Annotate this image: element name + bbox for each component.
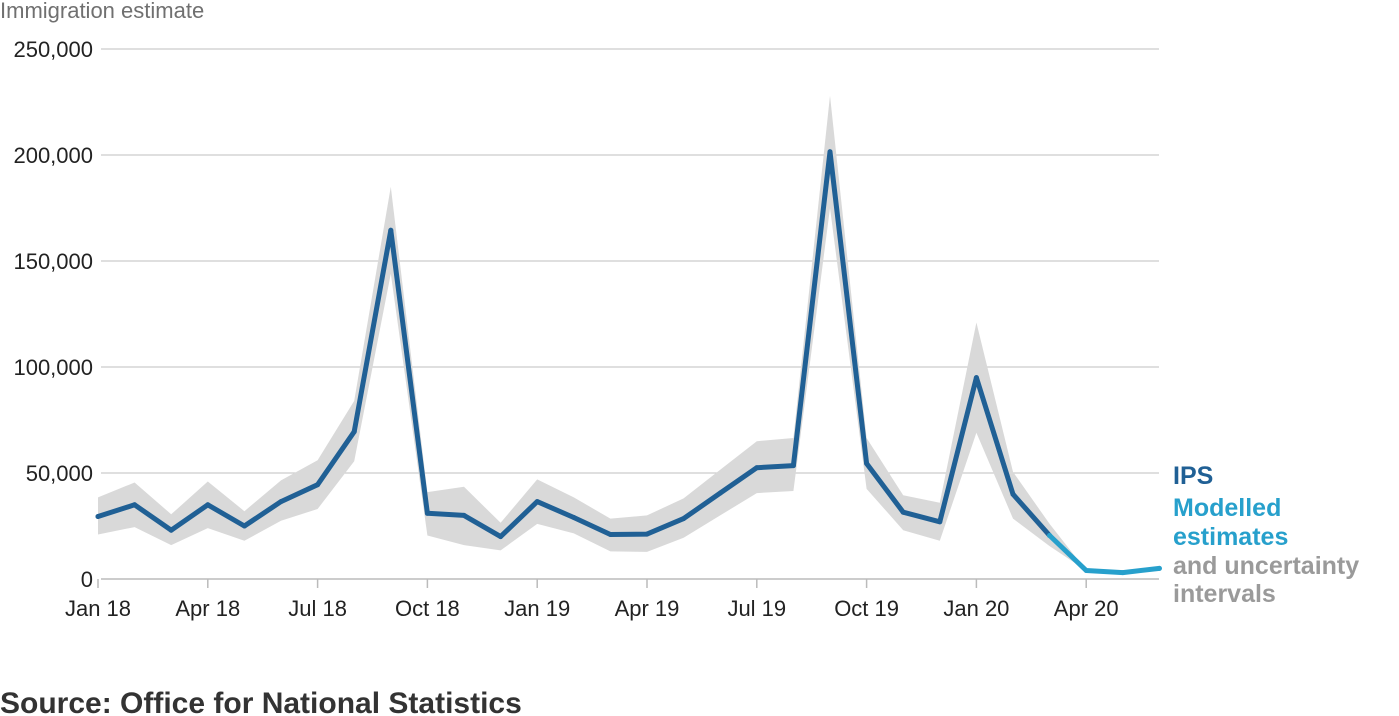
modelled-data-point bbox=[1047, 533, 1053, 538]
ips-data-point bbox=[973, 375, 979, 381]
ips-data-point bbox=[937, 519, 943, 525]
ips-data-point bbox=[1010, 491, 1016, 497]
ips-data-point bbox=[644, 531, 650, 537]
x-tick-label: Jan 18 bbox=[65, 596, 131, 621]
ips-data-point bbox=[388, 227, 394, 233]
modelled-data-point bbox=[1120, 570, 1126, 576]
ips-data-point bbox=[900, 509, 906, 515]
ips-data-point bbox=[168, 527, 174, 533]
ips-data-point bbox=[424, 510, 430, 516]
ips-data-point bbox=[351, 429, 357, 435]
ips-data-point bbox=[827, 149, 833, 155]
ips-data-point bbox=[132, 502, 138, 508]
y-tick-labels: 0 50,000 100,000 150,000 200,000 250,000 bbox=[13, 37, 93, 592]
ips-data-point bbox=[278, 499, 284, 505]
ips-series-line bbox=[95, 149, 1053, 540]
x-tick-label: Apr 19 bbox=[615, 596, 680, 621]
legend: IPS Modelled estimates and uncertainty i… bbox=[1173, 462, 1359, 608]
x-tick-label: Apr 18 bbox=[175, 596, 240, 621]
ips-data-point bbox=[790, 463, 796, 469]
x-tick-label: Oct 19 bbox=[834, 596, 899, 621]
y-tick-label: 250,000 bbox=[13, 37, 93, 62]
modelled-data-point bbox=[1156, 565, 1162, 571]
series-lines bbox=[95, 149, 1162, 576]
legend-ips: IPS bbox=[1173, 462, 1213, 490]
ips-data-point bbox=[315, 482, 321, 488]
gridlines bbox=[101, 48, 1159, 474]
ips-data-point bbox=[241, 523, 247, 529]
ips-data-point bbox=[754, 465, 760, 471]
ips-data-point bbox=[498, 534, 504, 540]
modelled-data-point bbox=[1083, 568, 1089, 573]
ips-data-point bbox=[571, 515, 577, 520]
ips-data-point bbox=[461, 512, 467, 518]
legend-modelled-line1: Modelled bbox=[1173, 494, 1281, 522]
y-tick-label: 50,000 bbox=[26, 461, 93, 486]
y-tick-label: 0 bbox=[81, 567, 93, 592]
ips-data-point bbox=[95, 514, 101, 519]
x-axis: Jan 18 Apr 18 Jul 18 Oct 18 Jan 19 Apr 19 Jul … bbox=[65, 578, 1159, 621]
x-tick-label: Jan 20 bbox=[943, 596, 1009, 621]
ips-data-point bbox=[864, 461, 870, 466]
source-note: Source: Office for National Statistics bbox=[0, 687, 522, 716]
legend-modelled-line2: estimates bbox=[1173, 523, 1288, 551]
x-tick-label: Apr 20 bbox=[1054, 596, 1119, 621]
x-tick-label: Jan 19 bbox=[504, 596, 570, 621]
y-tick-label: 150,000 bbox=[13, 249, 93, 274]
y-axis-label: Immigration estimate bbox=[0, 0, 204, 23]
x-tick-label: Jul 18 bbox=[288, 596, 347, 621]
uncertainty-band bbox=[98, 95, 1160, 573]
modelled-estimates-series-line bbox=[1047, 533, 1162, 576]
ips-data-point bbox=[205, 502, 211, 508]
x-tick-label: Jul 19 bbox=[727, 596, 786, 621]
legend-interval-line2: intervals bbox=[1173, 580, 1276, 608]
ips-data-point bbox=[607, 532, 613, 537]
y-tick-label: 200,000 bbox=[13, 143, 93, 168]
uncertainty-interval-area bbox=[98, 95, 1160, 573]
y-tick-label: 100,000 bbox=[13, 355, 93, 380]
legend-interval-line1: and uncertainty bbox=[1173, 552, 1359, 580]
x-tick-label: Oct 18 bbox=[395, 596, 460, 621]
ips-data-point bbox=[717, 490, 723, 496]
ips-data-point bbox=[534, 499, 540, 505]
ips-data-point bbox=[681, 516, 687, 522]
